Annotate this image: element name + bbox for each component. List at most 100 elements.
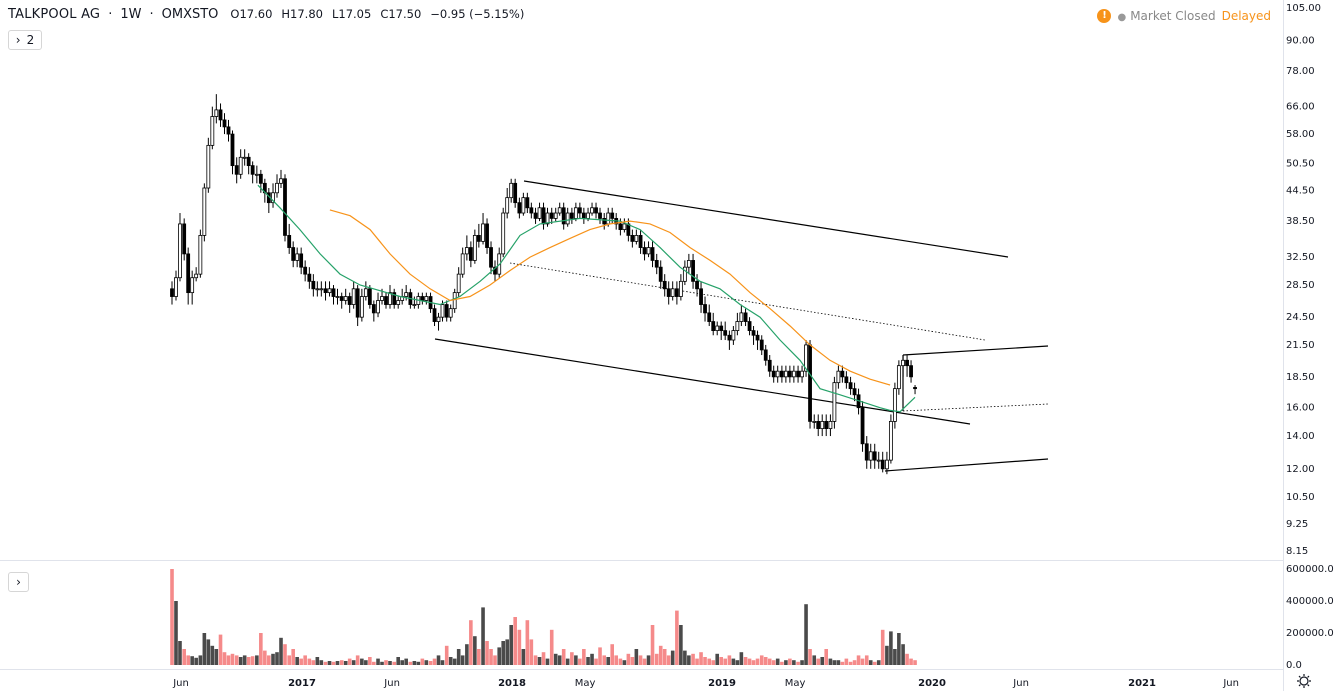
volume-bar (218, 634, 223, 665)
volume-bar (190, 656, 194, 665)
volume-bar (497, 647, 502, 665)
volume-bar (578, 658, 582, 665)
candle-body (553, 212, 558, 219)
volume-bar (380, 661, 384, 665)
volume-bar (521, 649, 526, 665)
volume-bar (618, 658, 623, 665)
volume-bar (582, 649, 586, 665)
volume-bar (460, 655, 465, 665)
candle-body (832, 382, 837, 422)
candle-body (779, 370, 784, 378)
candle-body (291, 247, 296, 261)
candle-body (319, 288, 324, 291)
warning-icon[interactable]: ! (1097, 9, 1112, 23)
volume-bar (537, 657, 542, 665)
candle-body (218, 109, 223, 121)
candle-body (250, 165, 255, 175)
volume-bar (719, 657, 724, 665)
moving-average-line (257, 184, 916, 413)
candle-body (287, 235, 292, 248)
volume-bar (416, 661, 421, 665)
volume-bar (428, 661, 433, 665)
candle-body (355, 288, 360, 318)
volume-bar (271, 653, 275, 665)
volume-bar (250, 656, 255, 665)
candle-body (517, 202, 522, 214)
x-tick-label: 2020 (918, 678, 946, 689)
volume-bar (755, 658, 760, 665)
candle-body (804, 344, 808, 372)
volume-bar (505, 639, 509, 665)
candle-body (303, 266, 308, 275)
volume-bar (913, 660, 917, 665)
symbol[interactable]: TALKPOOL AG (8, 7, 101, 22)
volume-bar (529, 639, 534, 665)
candle-body (707, 312, 712, 322)
volume-bar (767, 658, 772, 665)
candle-body (182, 223, 187, 255)
candle-body (723, 330, 728, 336)
candle-body (731, 330, 736, 341)
volume-bar (727, 655, 732, 665)
volume-bar (832, 660, 837, 665)
volume-bar (876, 660, 881, 665)
volume-bar (634, 649, 639, 665)
candle-body (432, 308, 437, 322)
candle-body (602, 218, 607, 225)
volume-bar (291, 649, 295, 665)
volume-bar (796, 661, 800, 665)
volume-bar (541, 652, 546, 665)
candle-body (872, 451, 877, 461)
change-value: −0.95 (−5.15%) (430, 7, 525, 21)
volume-bar (622, 660, 627, 665)
volume-bar (598, 647, 602, 665)
volume-bar (456, 649, 461, 665)
volume-bar (473, 636, 477, 665)
x-tick-label: May (575, 678, 596, 689)
volume-bar (335, 661, 340, 665)
candle-body (485, 223, 489, 248)
volume-bar (238, 657, 243, 665)
low-value: L17.05 (331, 7, 372, 21)
volume-bar (856, 655, 861, 665)
candle-body (226, 126, 231, 135)
volume-bar (731, 658, 736, 665)
candle-body (686, 260, 691, 268)
volume-bar (909, 658, 913, 665)
volume-bar (202, 633, 207, 665)
volume-bar (424, 660, 429, 665)
candle-body (323, 288, 328, 294)
volume-bar (194, 657, 198, 665)
volume-bar (574, 655, 578, 665)
candle-body (747, 321, 752, 331)
volume-bar (549, 629, 554, 665)
volume-bar (255, 655, 259, 665)
candle-body (493, 266, 497, 275)
interval[interactable]: 1W (120, 7, 142, 22)
chevron: › (15, 33, 21, 47)
candle-body (606, 212, 611, 225)
settings-icon[interactable] (1297, 674, 1311, 688)
candle-body (577, 207, 582, 214)
volume-bar (299, 658, 303, 665)
candle-body (699, 288, 703, 305)
indicators-toggle[interactable]: › 2 (8, 30, 42, 50)
candle-body (634, 235, 639, 242)
candle-body (234, 165, 239, 175)
volume-toggle[interactable]: › (8, 572, 29, 592)
candle-body (307, 273, 312, 282)
y-tick-label: 44.50 (1286, 185, 1315, 196)
candle-body (380, 296, 384, 301)
y-tick-label: 600000.0 (1286, 564, 1334, 575)
volume-bar (743, 657, 748, 665)
volume-bar (707, 658, 712, 665)
candle-body (852, 388, 857, 396)
y-tick-label: 18.50 (1286, 372, 1315, 383)
candle-body (909, 365, 913, 378)
candle-body (549, 212, 554, 219)
volume-bar (759, 655, 764, 665)
y-tick-label: 21.50 (1286, 340, 1315, 351)
y-tick-label: 50.50 (1286, 159, 1315, 170)
candle-body (194, 273, 199, 279)
volume-bar (432, 658, 437, 665)
